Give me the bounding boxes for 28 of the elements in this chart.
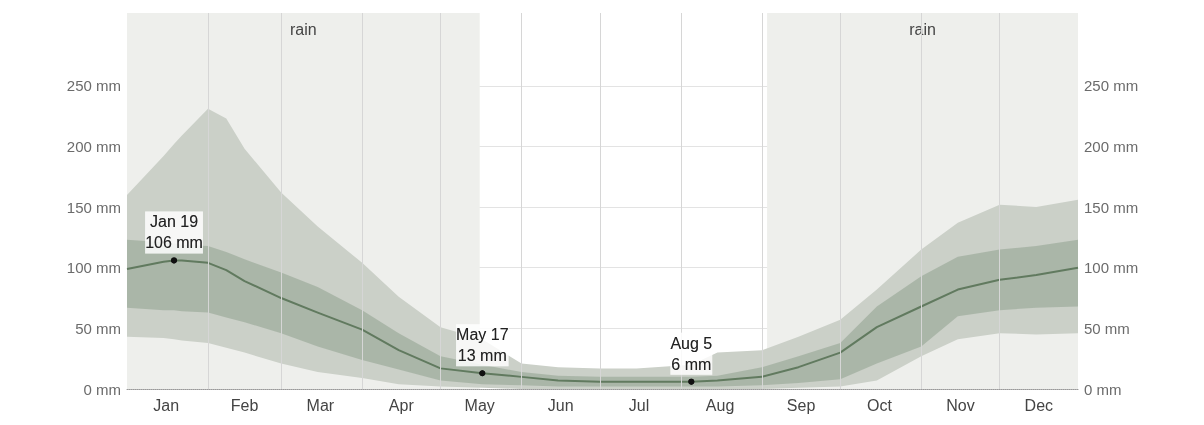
y2-tick-label: 250 mm	[1084, 77, 1139, 95]
x-tick-label: Oct	[866, 396, 893, 414]
y-tick-label: 150 mm	[66, 198, 121, 216]
y2-tick-label: 100 mm	[1084, 259, 1139, 277]
x-tick-label: Mar	[306, 396, 335, 414]
y2-tick-label: 0 mm	[1084, 380, 1122, 398]
x-tick-label: Sep	[786, 396, 816, 414]
band-label: rain	[290, 20, 317, 38]
y-tick-label: 50 mm	[75, 319, 121, 337]
y2-tick-label: 150 mm	[1084, 198, 1139, 216]
x-tick-label: May	[464, 396, 495, 414]
x-tick-label: Jan	[153, 396, 180, 414]
x-tick-label: Nov	[946, 396, 975, 414]
x-tick-label: Jun	[547, 396, 574, 414]
y-tick-label: 250 mm	[66, 77, 121, 95]
y-tick-label: 200 mm	[66, 137, 121, 155]
x-tick-label: Jul	[628, 396, 650, 414]
annotation: Jan 19 106 mm	[145, 213, 203, 252]
x-tick-label: Apr	[388, 396, 415, 414]
annotation: Aug 5 6 mm	[670, 334, 713, 373]
x-tick-label: Dec	[1024, 396, 1054, 414]
x-tick-label: Feb	[230, 396, 259, 414]
y2-tick-label: 200 mm	[1084, 137, 1139, 155]
y-tick-label: 100 mm	[66, 259, 121, 277]
y2-tick-label: 50 mm	[1084, 319, 1130, 337]
x-tick-label: Aug	[705, 396, 735, 414]
y-tick-label: 0 mm	[83, 380, 121, 398]
annotation: May 17 13 mm	[456, 326, 509, 365]
